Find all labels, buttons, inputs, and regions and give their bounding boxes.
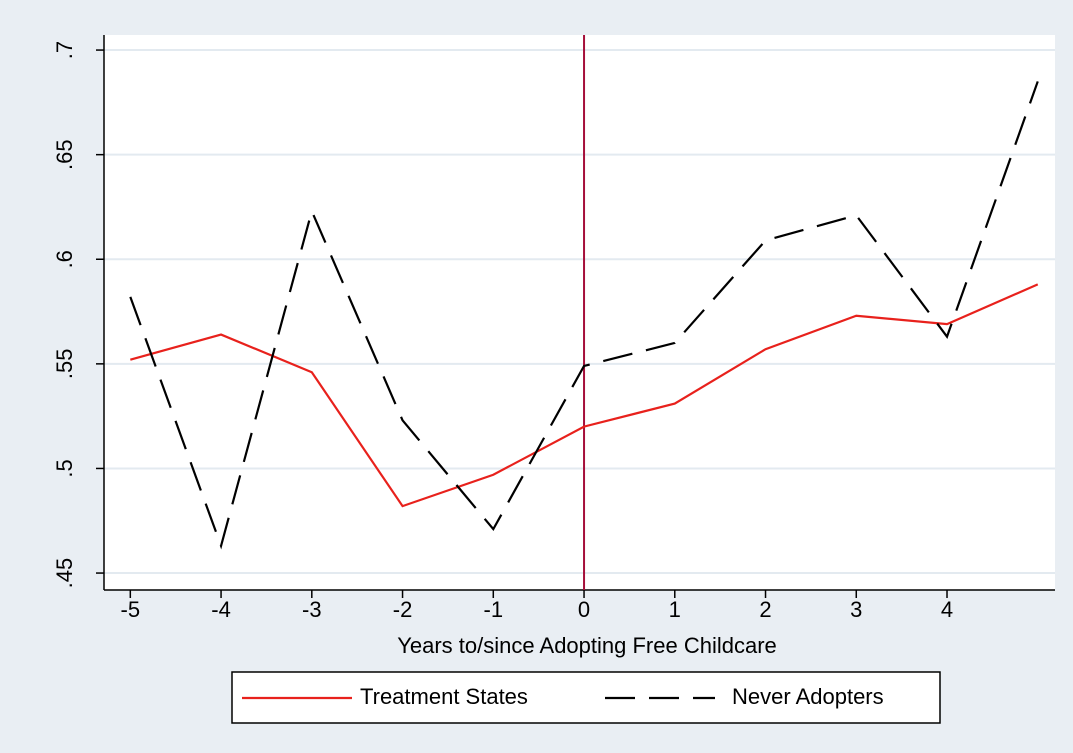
y-tick-label: .7 [52,41,77,59]
x-tick-label: -5 [121,597,141,622]
series-line [130,283,1039,508]
x-tick-label: -3 [302,597,322,622]
x-tick-label: -4 [211,597,231,622]
y-tick-label: .65 [52,139,77,170]
series-line [129,81,1039,550]
x-tick-label: 0 [578,597,590,622]
x-tick-label: -1 [484,597,504,622]
y-tick-label: .5 [52,459,77,477]
legend-label: Never Adopters [732,684,884,709]
x-tick-label: 1 [669,597,681,622]
x-tick-label: 3 [850,597,862,622]
y-tick-label: .55 [52,349,77,380]
y-tick-label: .45 [52,558,77,589]
legend-label: Treatment States [360,684,528,709]
x-tick-label: -2 [393,597,413,622]
x-tick-label: 2 [759,597,771,622]
x-tick-label: 4 [941,597,953,622]
plot-area [104,35,1055,590]
y-tick-label: .6 [52,250,77,268]
x-axis-label: Years to/since Adopting Free Childcare [397,633,777,658]
